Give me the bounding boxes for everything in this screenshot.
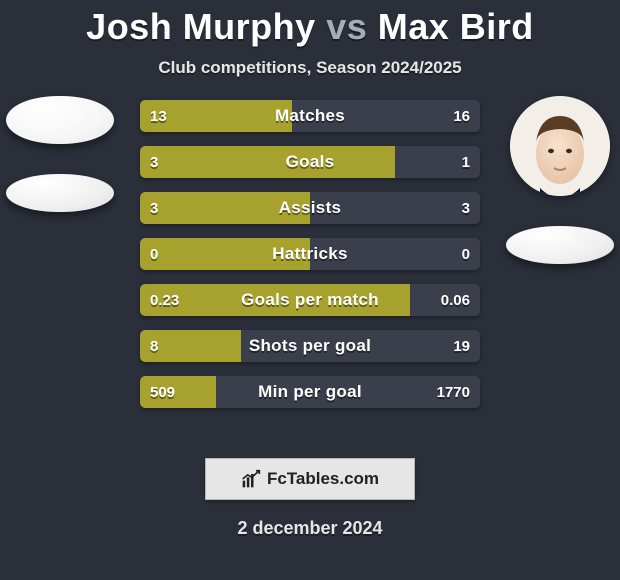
stat-label: Shots per goal [140,330,480,362]
stat-label: Assists [140,192,480,224]
stat-row: 0.230.06Goals per match [140,284,480,316]
chart-icon [241,469,261,489]
brand-badge: FcTables.com [205,458,415,500]
left-player-column [0,96,120,212]
right-player-column [500,96,620,264]
stat-row: 5091770Min per goal [140,376,480,408]
stat-row: 33Assists [140,192,480,224]
stat-label: Hattricks [140,238,480,270]
stat-label: Goals [140,146,480,178]
player2-avatar [510,96,610,196]
stat-row: 00Hattricks [140,238,480,270]
player1-club-logo-placeholder [6,174,114,212]
comparison-subtitle: Club competitions, Season 2024/2025 [0,58,620,78]
player1-name: Josh Murphy [86,6,316,47]
player2-club-logo-placeholder [506,226,614,264]
brand-text: FcTables.com [267,469,379,489]
face-icon [510,96,610,196]
stat-label: Goals per match [140,284,480,316]
comparison-stage: 1316Matches 31Goals 33Assists 00Hattricks 0.… [0,96,620,436]
vs-separator: vs [326,6,367,47]
stat-row: 819Shots per goal [140,330,480,362]
stat-row: 31Goals [140,146,480,178]
stat-row: 1316Matches [140,100,480,132]
stat-label: Matches [140,100,480,132]
player1-avatar-placeholder [6,96,114,144]
comparison-title: Josh Murphy vs Max Bird [0,0,620,48]
player2-name: Max Bird [378,6,534,47]
stat-bars: 1316Matches 31Goals 33Assists 00Hattricks 0.… [140,100,480,408]
comparison-date: 2 december 2024 [0,518,620,539]
stat-label: Min per goal [140,376,480,408]
